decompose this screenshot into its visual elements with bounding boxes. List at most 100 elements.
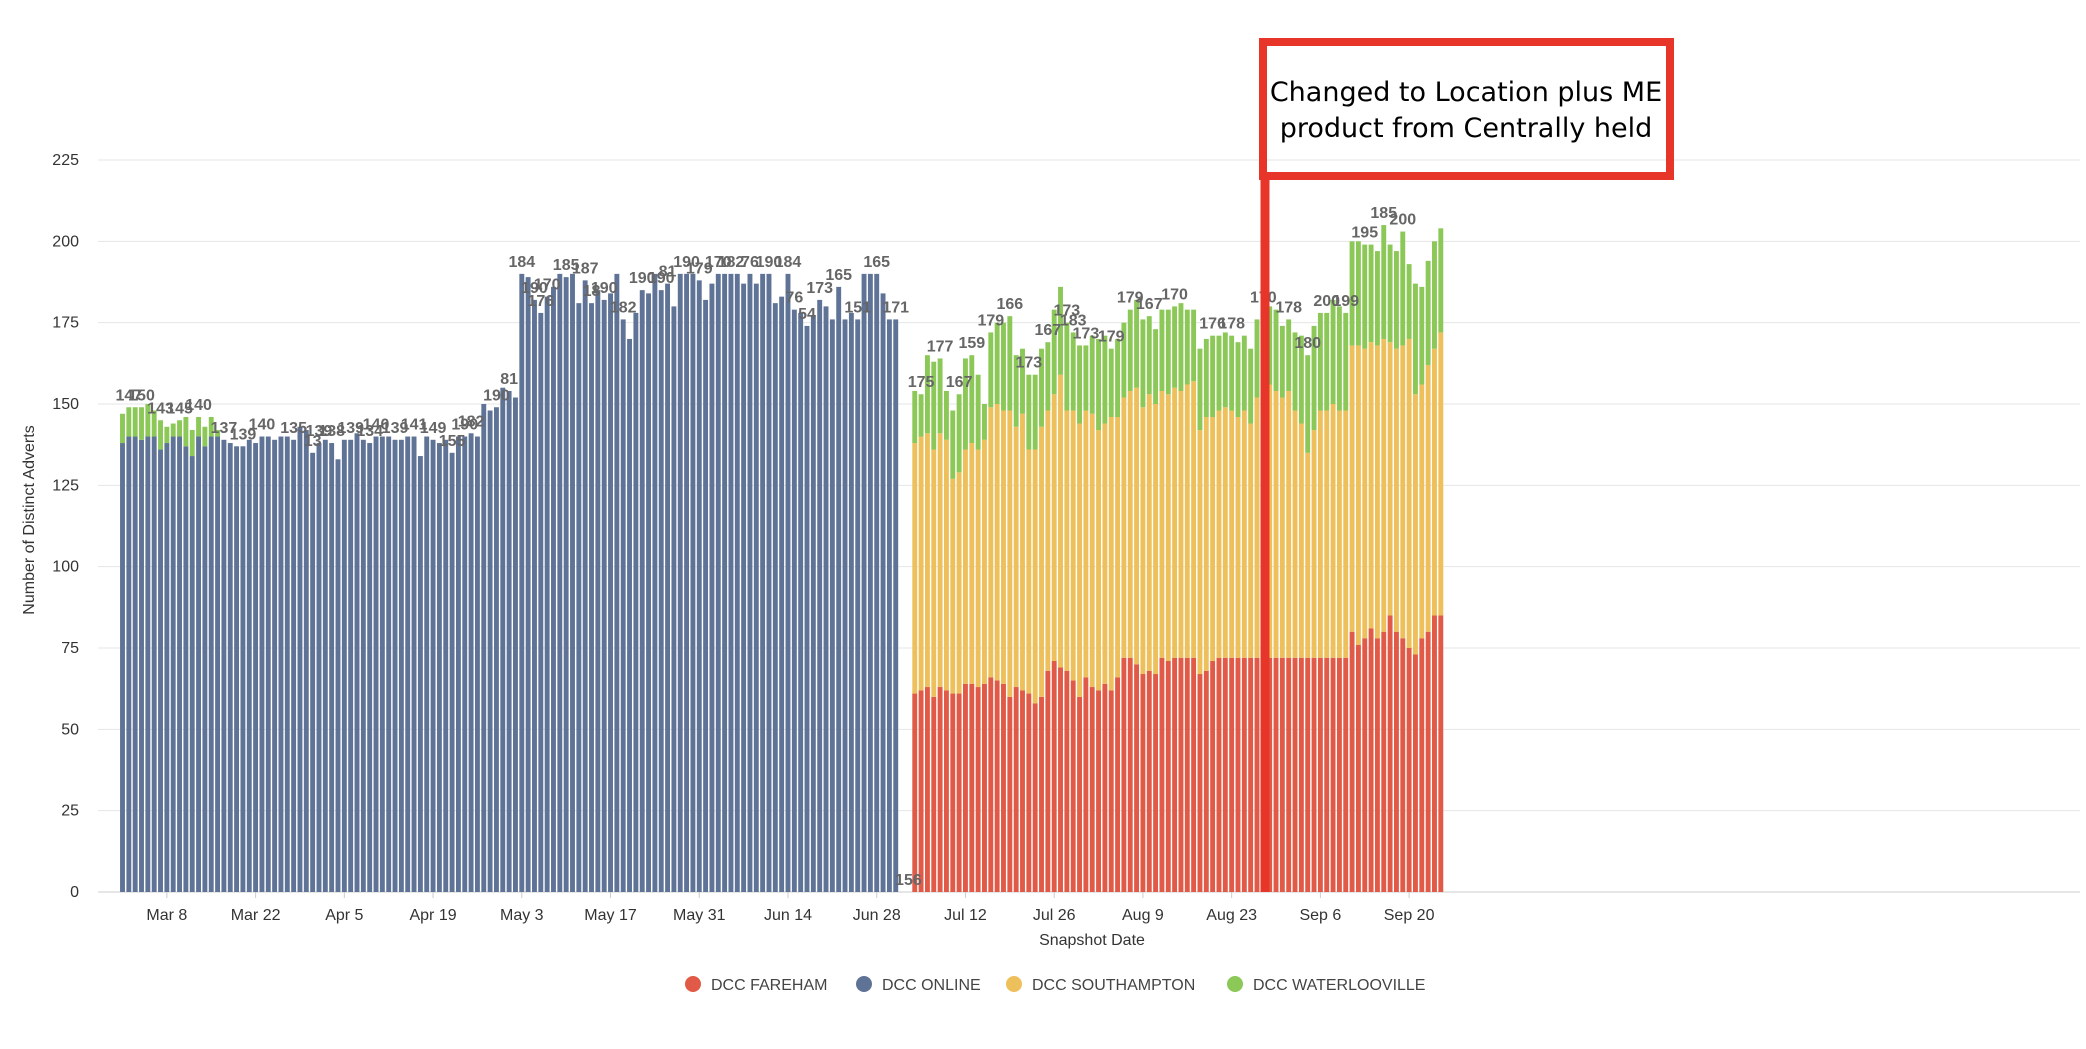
bar-segment [1026, 374, 1032, 450]
bar-segment [1191, 309, 1197, 382]
bar-segment [1191, 657, 1197, 892]
bar-segment [1089, 687, 1095, 892]
legend-swatch [685, 976, 701, 992]
bar-segment [760, 273, 766, 892]
bar-segment [443, 439, 449, 892]
bar-segment [183, 446, 189, 892]
bar-segment [1387, 342, 1393, 616]
bar-segment [963, 683, 968, 892]
bar-segment [1292, 410, 1298, 658]
bar-segment [994, 680, 1000, 892]
bar-segment [1254, 319, 1260, 398]
bar-segment [1058, 374, 1063, 668]
bar-segment [734, 273, 740, 892]
x-tick-label: May 3 [500, 907, 544, 924]
legend-swatch [1227, 976, 1243, 992]
bar-segment [766, 273, 772, 892]
x-tick-label: Mar 8 [146, 907, 187, 924]
bar-segment [1140, 407, 1146, 675]
bar-segment [240, 446, 246, 892]
bar-segment [1102, 335, 1108, 424]
data-label: 190 [521, 280, 548, 297]
data-label: 173 [806, 280, 833, 297]
bar-segment [1279, 657, 1285, 892]
bar-segment [582, 280, 588, 892]
legend-item[interactable]: DCC WATERLOOVILLE [1227, 976, 1425, 994]
bar-segment [215, 436, 221, 892]
data-label: 139 [306, 423, 333, 440]
bar-segment [1298, 423, 1304, 658]
bar-segment [1393, 631, 1399, 892]
data-label: 149 [420, 420, 447, 437]
legend-item[interactable]: DCC FAREHAM [685, 976, 827, 994]
bar-segment [120, 443, 125, 892]
bar-segment [1064, 410, 1070, 671]
bar-segment [620, 319, 626, 892]
bar-segment [861, 273, 867, 892]
bar-segment [918, 690, 924, 892]
bar-segment [322, 439, 328, 892]
data-label: 139 [230, 426, 257, 443]
bar-segment [1413, 654, 1418, 892]
bar-segment [1349, 241, 1355, 346]
legend-label: DCC ONLINE [882, 977, 981, 994]
bar-segment [1349, 631, 1355, 892]
data-label: 137 [211, 420, 238, 437]
bar-segment [1336, 657, 1342, 892]
bar-segment [1235, 657, 1241, 892]
bar-segment [601, 299, 607, 892]
bar-segment [1146, 316, 1152, 395]
bar-segment [1172, 306, 1178, 388]
bar-segment [1273, 309, 1279, 391]
data-label: 76 [741, 254, 759, 271]
data-label: 81 [659, 264, 677, 281]
bar-segment [1146, 394, 1152, 671]
x-tick-label: Aug 9 [1122, 907, 1164, 924]
legend-item[interactable]: DCC SOUTHAMPTON [1006, 976, 1195, 994]
bar-segment [513, 397, 518, 892]
data-label: 190 [591, 280, 618, 297]
bar-segment [722, 273, 728, 892]
data-label: 179 [1098, 329, 1125, 346]
bar-segment [975, 687, 981, 892]
data-label: 190 [756, 254, 783, 271]
bar-segment [912, 443, 918, 694]
bar-segment [145, 404, 151, 437]
legend-swatch [1006, 976, 1022, 992]
bar-segment [804, 325, 810, 892]
bar-segment [158, 449, 163, 892]
bar-segment [969, 355, 975, 444]
x-tick-label: Jul 12 [944, 907, 987, 924]
bar-segment [132, 407, 138, 437]
data-label: 167 [1034, 322, 1061, 339]
bar-segment [842, 319, 848, 892]
bar-segment [335, 459, 341, 892]
bar-segment [1013, 355, 1019, 427]
data-label: 195 [1351, 225, 1378, 242]
bar-segment [943, 390, 949, 440]
bar-segment [918, 436, 924, 691]
bar-segment [468, 433, 474, 892]
bar-segment [538, 312, 544, 892]
legend-item[interactable]: DCC ONLINE [856, 976, 981, 994]
bar-segment [848, 312, 854, 892]
y-tick-label: 75 [61, 640, 79, 657]
bar-segment [893, 319, 899, 892]
bar-segment [417, 456, 423, 892]
bar-segment [1317, 410, 1323, 658]
x-tick-label: Apr 5 [325, 907, 363, 924]
data-label: 200 [1389, 212, 1416, 229]
bar-segment [1330, 657, 1336, 892]
bar-segment [557, 273, 563, 892]
bar-segment [544, 296, 550, 892]
data-label: 143 [147, 400, 174, 417]
bar-segment [1222, 332, 1228, 408]
bar-segment [1273, 657, 1279, 892]
data-label: 190 [629, 270, 656, 287]
bar-segment [487, 410, 493, 892]
bar-segment [1001, 683, 1006, 892]
bar-segment [1121, 322, 1127, 398]
data-label: 170 [1161, 286, 1188, 303]
bar-segment [576, 303, 582, 892]
bar-segment [1051, 661, 1057, 892]
